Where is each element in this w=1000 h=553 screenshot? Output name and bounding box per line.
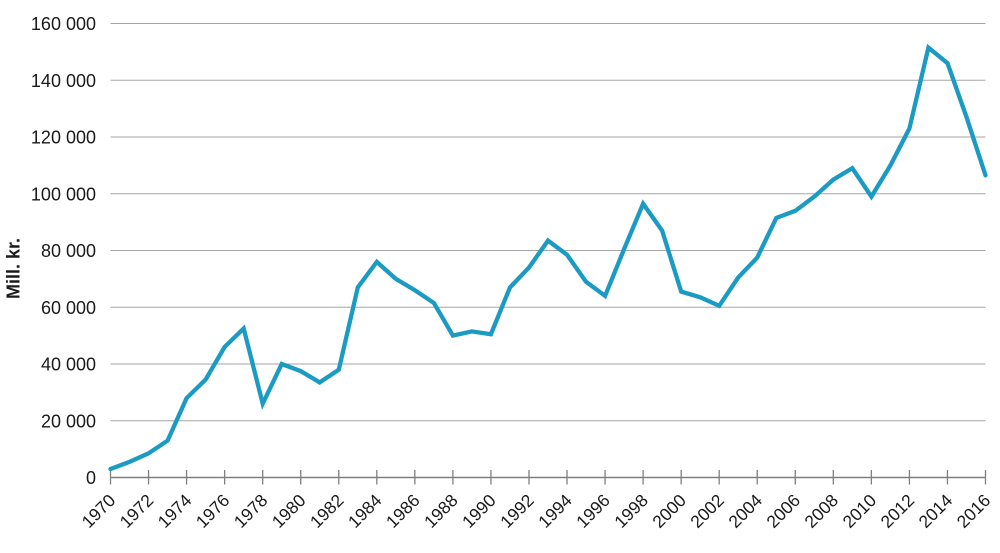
- x-tick-label: 2016: [953, 490, 995, 532]
- x-tick-label: 1996: [572, 490, 614, 532]
- x-tick-label: 1990: [458, 490, 500, 532]
- x-tick-label: 2014: [915, 490, 957, 532]
- x-tick-label: 2010: [839, 490, 881, 532]
- x-tick-label: 2012: [877, 490, 919, 532]
- y-tick-label: 60 000: [41, 298, 96, 318]
- y-tick-label: 0: [86, 468, 96, 488]
- y-tick-label: 20 000: [41, 411, 96, 431]
- y-tick-label: 160 000: [31, 14, 96, 34]
- x-tick-label: 1994: [534, 490, 576, 532]
- x-tick-label: 1980: [268, 490, 310, 532]
- x-tick-label: 1970: [78, 490, 120, 532]
- data-line-series: [108, 43, 988, 472]
- y-axis-title: Mill. kr.: [3, 237, 24, 300]
- x-tick-label: 1986: [382, 490, 424, 532]
- x-tick-label: 1998: [610, 490, 652, 532]
- y-tick-label: 80 000: [41, 241, 96, 261]
- y-tick-label: 40 000: [41, 355, 96, 375]
- x-tick-label: 1972: [116, 490, 158, 532]
- x-tick-label: 1976: [192, 490, 234, 532]
- x-tick-label: 2008: [800, 490, 842, 532]
- x-tick-label: 2002: [686, 490, 728, 532]
- y-tick-label: 120 000: [31, 128, 96, 148]
- x-tick-label: 1982: [306, 490, 348, 532]
- x-tick-label: 1974: [154, 490, 196, 532]
- x-tick-label: 1984: [344, 490, 386, 532]
- y-tick-label: 140 000: [31, 71, 96, 91]
- x-tick-label: 2006: [762, 490, 804, 532]
- x-tick-label: 1978: [230, 490, 272, 532]
- x-tick-label: 1988: [420, 490, 462, 532]
- x-tick-label: 2004: [724, 490, 766, 532]
- x-tick-label: 1992: [496, 490, 538, 532]
- y-tick-label: 100 000: [31, 184, 96, 204]
- x-tick-label: 2000: [648, 490, 690, 532]
